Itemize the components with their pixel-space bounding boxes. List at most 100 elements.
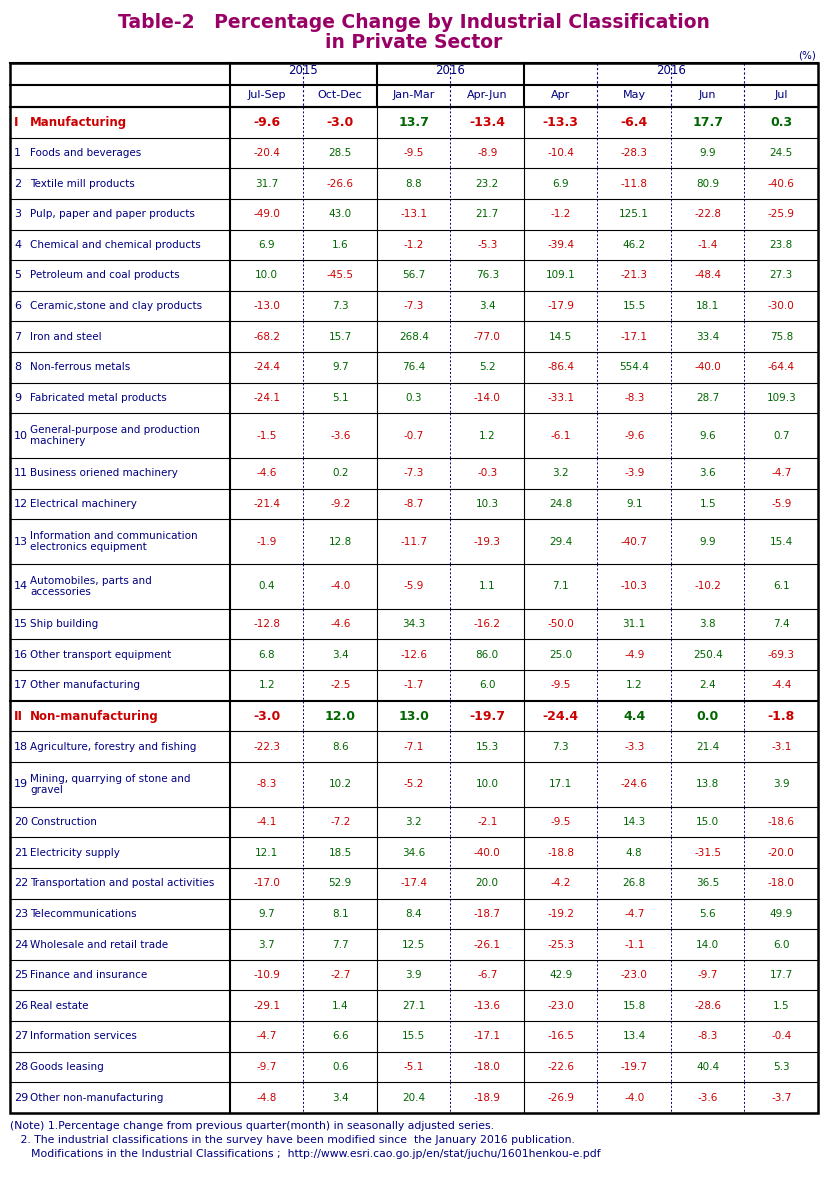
Text: 21.7: 21.7 — [475, 210, 499, 219]
Text: 29: 29 — [14, 1092, 28, 1103]
Text: -28.3: -28.3 — [620, 148, 647, 158]
Text: -1.4: -1.4 — [696, 239, 717, 250]
Text: 10.2: 10.2 — [328, 779, 351, 790]
Text: 3.7: 3.7 — [258, 940, 275, 949]
Text: -4.7: -4.7 — [770, 468, 791, 479]
Text: 5: 5 — [14, 270, 21, 280]
Text: 33.4: 33.4 — [696, 332, 719, 342]
Text: 8.6: 8.6 — [332, 742, 348, 752]
Text: 0.6: 0.6 — [332, 1062, 348, 1072]
Text: -5.9: -5.9 — [403, 581, 423, 592]
Text: 12.5: 12.5 — [402, 940, 425, 949]
Text: -9.7: -9.7 — [696, 971, 717, 980]
Text: Construction: Construction — [30, 817, 97, 827]
Text: -10.9: -10.9 — [253, 971, 280, 980]
Text: 49.9: 49.9 — [768, 909, 792, 919]
Text: 1.2: 1.2 — [625, 680, 642, 691]
Text: -26.1: -26.1 — [473, 940, 500, 949]
Text: -7.3: -7.3 — [403, 468, 423, 479]
Text: Jul: Jul — [773, 89, 787, 100]
Text: 15.5: 15.5 — [402, 1031, 425, 1041]
Text: -26.6: -26.6 — [327, 179, 353, 188]
Text: 5.6: 5.6 — [699, 909, 715, 919]
Text: -33.1: -33.1 — [547, 393, 574, 403]
Text: Other transport equipment: Other transport equipment — [30, 650, 171, 660]
Text: -4.6: -4.6 — [256, 468, 276, 479]
Text: 3.9: 3.9 — [772, 779, 789, 790]
Text: -48.4: -48.4 — [693, 270, 720, 280]
Text: 0.4: 0.4 — [258, 581, 275, 592]
Text: Electrical machinery: Electrical machinery — [30, 499, 136, 509]
Text: -19.2: -19.2 — [547, 909, 574, 919]
Text: -9.5: -9.5 — [403, 148, 423, 158]
Text: Manufacturing: Manufacturing — [30, 116, 127, 129]
Text: Fabricated metal products: Fabricated metal products — [30, 393, 166, 403]
Text: -19.7: -19.7 — [620, 1062, 647, 1072]
Text: -64.4: -64.4 — [767, 362, 794, 373]
Text: 4.4: 4.4 — [623, 710, 644, 723]
Text: -19.7: -19.7 — [469, 710, 504, 723]
Text: -7.2: -7.2 — [330, 817, 350, 827]
Text: 18.1: 18.1 — [696, 301, 719, 311]
Text: -3.6: -3.6 — [330, 431, 350, 441]
Text: 1.5: 1.5 — [772, 1000, 789, 1011]
Text: 125.1: 125.1 — [619, 210, 648, 219]
Text: -20.4: -20.4 — [253, 148, 280, 158]
Text: Jul-Sep: Jul-Sep — [247, 89, 285, 100]
Text: -17.1: -17.1 — [620, 332, 647, 342]
Text: 86.0: 86.0 — [476, 650, 498, 660]
Text: -10.3: -10.3 — [620, 581, 647, 592]
Text: Apr: Apr — [551, 89, 570, 100]
Text: -25.9: -25.9 — [767, 210, 794, 219]
Text: -17.1: -17.1 — [473, 1031, 500, 1041]
Text: Jun: Jun — [698, 89, 715, 100]
Text: 3.4: 3.4 — [478, 301, 495, 311]
Text: Automobiles, parts and
accessories: Automobiles, parts and accessories — [30, 575, 151, 597]
Text: -31.5: -31.5 — [693, 848, 720, 858]
Text: Other manufacturing: Other manufacturing — [30, 680, 140, 691]
Text: -4.8: -4.8 — [256, 1092, 276, 1103]
Text: Textile mill products: Textile mill products — [30, 179, 135, 188]
Text: 12: 12 — [14, 499, 28, 509]
Text: 11: 11 — [14, 468, 28, 479]
Text: 22: 22 — [14, 878, 28, 888]
Text: 9.7: 9.7 — [258, 909, 275, 919]
Text: 52.9: 52.9 — [328, 878, 351, 888]
Text: 109.3: 109.3 — [766, 393, 796, 403]
Text: -2.7: -2.7 — [330, 971, 350, 980]
Text: 17: 17 — [14, 680, 28, 691]
Text: May: May — [622, 89, 645, 100]
Text: Non-manufacturing: Non-manufacturing — [30, 710, 159, 723]
Text: -86.4: -86.4 — [547, 362, 574, 373]
Text: -10.2: -10.2 — [694, 581, 720, 592]
Text: 43.0: 43.0 — [328, 210, 351, 219]
Text: 34.3: 34.3 — [402, 619, 425, 629]
Text: 0.2: 0.2 — [332, 468, 348, 479]
Text: -13.1: -13.1 — [399, 210, 427, 219]
Text: -24.4: -24.4 — [542, 710, 578, 723]
Text: Oct-Dec: Oct-Dec — [318, 89, 362, 100]
Text: 7: 7 — [14, 332, 22, 342]
Text: -8.3: -8.3 — [256, 779, 276, 790]
Text: 21.4: 21.4 — [696, 742, 719, 752]
Text: -2.5: -2.5 — [330, 680, 350, 691]
Text: 28: 28 — [14, 1062, 28, 1072]
Text: Apr-Jun: Apr-Jun — [466, 89, 507, 100]
Text: -4.2: -4.2 — [550, 878, 571, 888]
Text: 10: 10 — [14, 431, 28, 441]
Text: -5.9: -5.9 — [770, 499, 791, 509]
Text: 15.5: 15.5 — [622, 301, 645, 311]
Text: 7.1: 7.1 — [552, 581, 568, 592]
Text: -7.3: -7.3 — [403, 301, 423, 311]
Text: 76.3: 76.3 — [475, 270, 499, 280]
Text: 9.9: 9.9 — [699, 537, 715, 547]
Text: 17.7: 17.7 — [691, 116, 722, 129]
Text: Transportation and postal activities: Transportation and postal activities — [30, 878, 214, 888]
Text: 9.9: 9.9 — [699, 148, 715, 158]
Text: -19.3: -19.3 — [473, 537, 500, 547]
Text: -40.7: -40.7 — [620, 537, 647, 547]
Text: -13.0: -13.0 — [253, 301, 280, 311]
Text: 7.3: 7.3 — [332, 301, 348, 311]
Text: 13.0: 13.0 — [398, 710, 428, 723]
Text: -18.6: -18.6 — [767, 817, 794, 827]
